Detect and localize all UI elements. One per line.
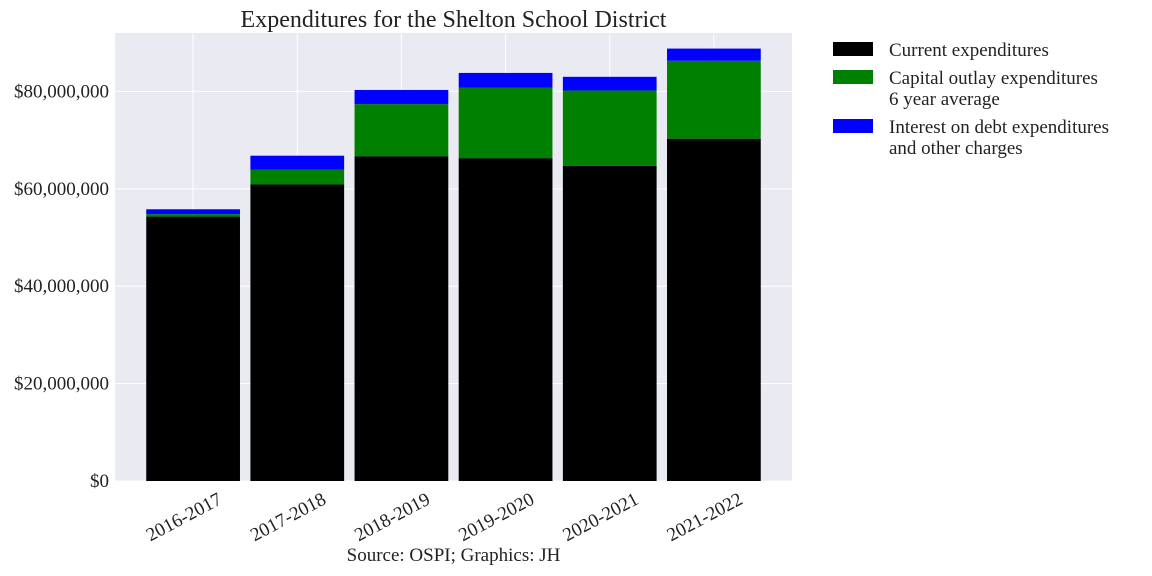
bar-segment-interest-2018-2019 bbox=[354, 89, 449, 105]
bar-segment-capital-2020-2021 bbox=[562, 90, 657, 166]
y-tick-label: $60,000,000 bbox=[14, 179, 109, 200]
x-axis: 2016-2017 2017-2018 2018-2019 2019-2020 2020… bbox=[143, 489, 746, 546]
legend: Current expenditures Capital outlay expen… bbox=[833, 40, 1109, 159]
y-tick-label: $40,000,000 bbox=[14, 276, 109, 297]
y-tick-label: $80,000,000 bbox=[14, 81, 109, 102]
legend-label: Capital outlay expenditures 6 year averag… bbox=[889, 68, 1098, 110]
bar-segment-interest-2021-2022 bbox=[667, 48, 761, 61]
chart-title: Expenditures for the Shelton School Dist… bbox=[241, 7, 667, 33]
y-tick-label: $20,000,000 bbox=[14, 374, 109, 395]
x-tick-label: 2016-2017 bbox=[143, 489, 226, 546]
bars bbox=[146, 48, 761, 482]
bar-segment-capital-2021-2022 bbox=[667, 60, 761, 139]
bar-segment-interest-2016-2017 bbox=[146, 209, 240, 215]
bar-segment-current-2017-2018 bbox=[250, 184, 345, 481]
chart-caption: Source: OSPI; Graphics: JH bbox=[347, 545, 561, 566]
y-axis: $0 $20,000,000 $40,000,000 $60,000,000 $80,0… bbox=[14, 81, 109, 492]
bar-segment-current-2020-2021 bbox=[562, 165, 657, 481]
bar-segment-capital-2016-2017 bbox=[146, 214, 240, 217]
bar-segment-capital-2019-2020 bbox=[458, 87, 553, 159]
x-tick-label: 2017-2018 bbox=[247, 489, 330, 546]
bar-segment-capital-2017-2018 bbox=[250, 169, 345, 185]
bar-segment-current-2018-2019 bbox=[354, 156, 449, 481]
bar-segment-interest-2019-2020 bbox=[458, 72, 553, 88]
bar-segment-interest-2020-2021 bbox=[562, 76, 657, 91]
bar-segment-current-2019-2020 bbox=[458, 158, 553, 481]
x-tick-label: 2021-2022 bbox=[664, 489, 747, 546]
x-tick-label: 2020-2021 bbox=[560, 489, 643, 546]
x-tick-label: 2019-2020 bbox=[455, 489, 538, 546]
legend-label: Interest on debt expenditures and other c… bbox=[889, 117, 1109, 159]
legend-swatch bbox=[833, 42, 873, 56]
y-tick-label: $0 bbox=[90, 471, 109, 492]
x-tick-label: 2018-2019 bbox=[351, 489, 434, 546]
legend-label: Current expenditures bbox=[889, 40, 1049, 61]
bar-segment-current-2021-2022 bbox=[667, 138, 761, 482]
bar-segment-capital-2018-2019 bbox=[354, 104, 449, 157]
legend-swatch bbox=[833, 70, 873, 84]
bar-segment-current-2016-2017 bbox=[146, 216, 240, 481]
bar-segment-interest-2017-2018 bbox=[250, 155, 345, 170]
legend-swatch bbox=[833, 119, 873, 133]
